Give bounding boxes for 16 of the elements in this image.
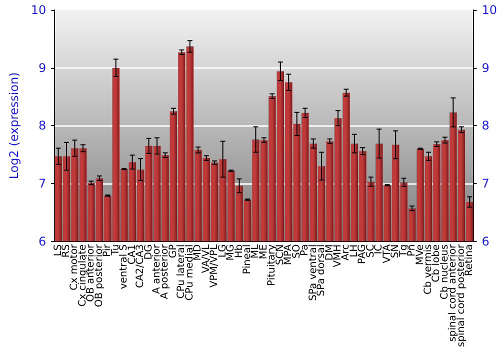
- y2-tick-label: 6: [482, 234, 490, 248]
- x-tick-label: Pituitary: [266, 244, 278, 286]
- y2-tick-label: 7: [482, 176, 490, 190]
- y-tick-label: 7: [38, 176, 46, 190]
- y-axis-title: Log2 (expression): [7, 72, 21, 180]
- y-tick-label: 9: [38, 60, 46, 75]
- y2-tick-label: 8: [482, 118, 490, 133]
- y2-tick-label: 10: [482, 3, 498, 17]
- x-tick-label: ME: [258, 244, 270, 260]
- y-tick-label: 10: [30, 3, 46, 17]
- x-tick-label: OB posterior: [94, 243, 105, 308]
- y2-tick-label: 9: [482, 60, 490, 75]
- x-tick-label: Retina: [464, 244, 476, 276]
- y-tick-label: 6: [38, 234, 46, 248]
- x-tick-label: Tg: [398, 244, 410, 258]
- y-tick-label: 8: [38, 118, 46, 133]
